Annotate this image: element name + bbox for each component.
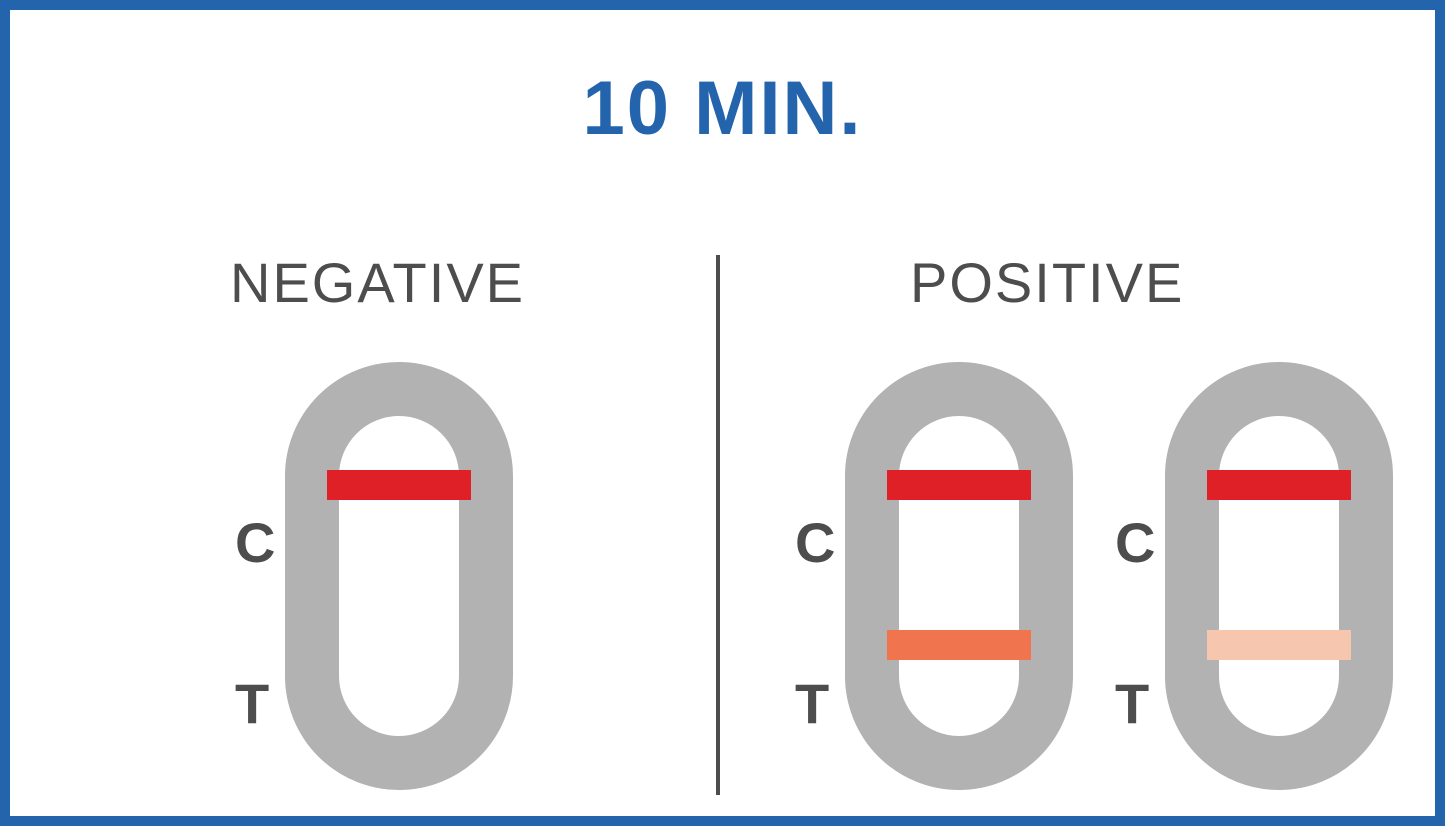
control-line <box>327 470 471 500</box>
cassette-body <box>285 362 513 790</box>
c-label: C <box>1115 515 1155 571</box>
cassette <box>1165 362 1393 790</box>
t-label: T <box>795 676 835 732</box>
ct-labels: CT <box>1115 421 1155 732</box>
cassette <box>285 362 513 790</box>
cassette-group-0: CT <box>235 362 513 790</box>
t-label: T <box>235 676 275 732</box>
t-label: T <box>1115 676 1155 732</box>
cassette-body <box>1165 362 1393 790</box>
cassette-group-2: CT <box>1115 362 1393 790</box>
test-line <box>1207 630 1351 660</box>
c-label: C <box>795 515 835 571</box>
negative-label: NEGATIVE <box>230 250 525 315</box>
cassette <box>845 362 1073 790</box>
diagram-frame: 10 MIN. NEGATIVE POSITIVE CTCTCT <box>0 0 1445 826</box>
control-line <box>887 470 1031 500</box>
center-divider <box>716 255 720 795</box>
title-text: 10 MIN. <box>10 65 1435 152</box>
ct-labels: CT <box>795 421 835 732</box>
positive-label: POSITIVE <box>910 250 1184 315</box>
control-line <box>1207 470 1351 500</box>
c-label: C <box>235 515 275 571</box>
cassette-body <box>845 362 1073 790</box>
test-line <box>887 630 1031 660</box>
cassette-group-1: CT <box>795 362 1073 790</box>
ct-labels: CT <box>235 421 275 732</box>
